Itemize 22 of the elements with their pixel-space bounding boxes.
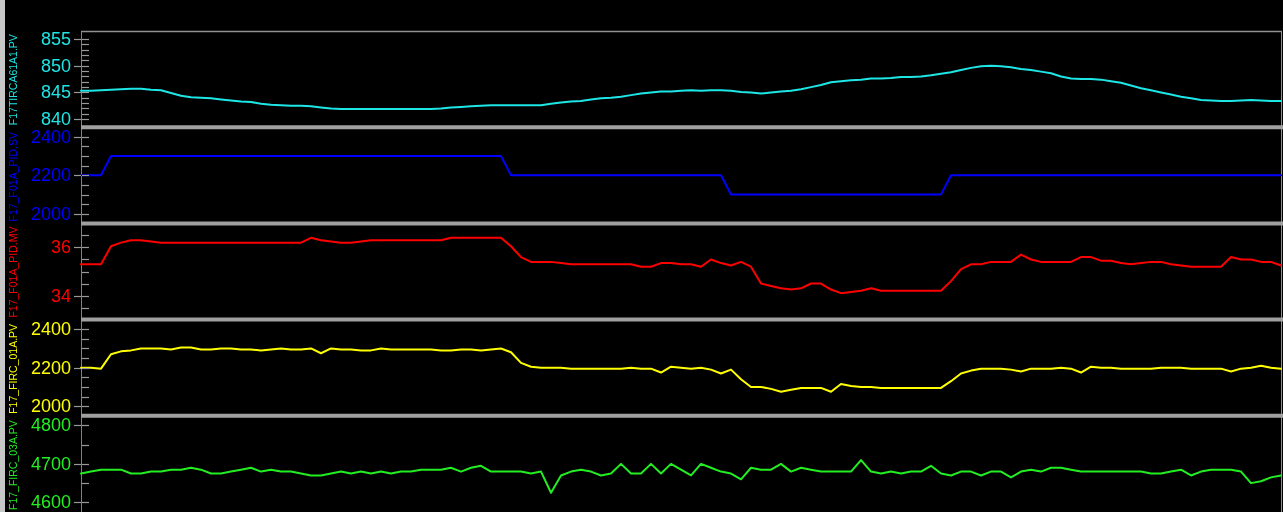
y-tick-label: 2400 [30,319,71,340]
line-series [80,459,1282,494]
y-tick-label: 4800 [30,415,71,436]
y-axis-title: F17_FIRC_01A.PV [7,323,19,414]
y-tick-label: 2200 [30,165,71,186]
y-axis-title: F17_FIRC_03A.PV [7,420,19,510]
y-axis-title: F17TIRCA61A1.PV [7,34,19,126]
y-tick-label: 855 [40,29,71,50]
y-tick-label: 4600 [30,492,71,512]
y-tick-label: 845 [40,82,71,103]
line-series [80,236,1282,295]
line-series [80,64,1282,111]
y-tick-label: 850 [40,55,71,76]
y-axis-title: F17_F01A_PID.MV [7,226,19,318]
y-tick-label: 2200 [30,357,71,378]
y-tick-label: 2000 [30,203,71,224]
y-tick-label: 4700 [30,453,71,474]
y-axis-title: F17_F01A_PID.SV [7,132,19,222]
line-series [80,346,1282,393]
y-tick-label: 2000 [30,396,71,417]
y-tick-label: 36 [50,237,71,258]
y-tick-label: 34 [50,285,71,306]
